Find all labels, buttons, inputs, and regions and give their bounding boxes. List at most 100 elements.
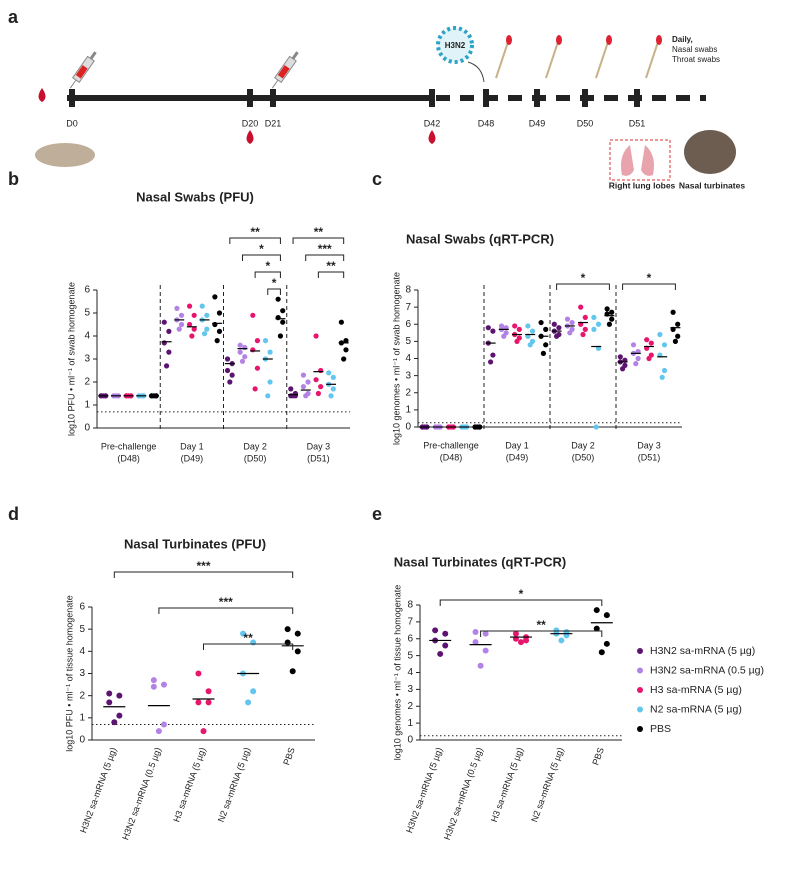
data-point: [288, 386, 294, 392]
x-tick-label: (D51): [638, 452, 661, 462]
data-point: [543, 342, 549, 348]
y-tick-label: 6: [407, 633, 413, 644]
y-tick-label: 4: [79, 646, 85, 657]
blood-drop: [38, 88, 46, 102]
data-point: [201, 331, 208, 337]
data-point: [490, 328, 496, 334]
data-point: [191, 326, 197, 332]
day-tick: [429, 89, 435, 107]
data-point: [250, 312, 256, 318]
x-tick-label: (D49): [506, 452, 529, 462]
data-point: [214, 338, 220, 344]
syringe: [69, 51, 97, 89]
data-point: [106, 690, 113, 697]
x-tick-label: H3N2 sa-mRNA (5 µg): [78, 746, 118, 834]
data-point: [609, 309, 615, 315]
panel-letter: d: [8, 504, 19, 524]
day-label: D50: [577, 118, 594, 128]
day-tick: [582, 89, 588, 107]
significance-bracket: [267, 288, 281, 295]
data-point: [442, 630, 449, 637]
data-point: [338, 319, 344, 325]
note: Nasal swabs: [672, 45, 717, 54]
data-point: [593, 424, 599, 430]
data-point: [163, 363, 170, 369]
data-point: [262, 338, 269, 344]
x-tick-label: H3 sa-mRNA (5 µg): [171, 746, 207, 823]
x-tick-label: N2 sa-mRNA (5 µg): [216, 746, 252, 823]
data-point: [580, 331, 586, 338]
data-point: [267, 379, 273, 385]
y-tick-label: 5: [84, 308, 90, 319]
day-tick: [270, 89, 276, 107]
significance-label: *: [272, 276, 277, 290]
data-point: [239, 358, 246, 364]
data-point: [556, 325, 562, 331]
day-label: D42: [424, 118, 441, 128]
data-point: [620, 366, 626, 372]
data-point: [212, 321, 218, 328]
y-tick-label: 4: [405, 353, 411, 364]
data-point: [300, 372, 307, 378]
data-point: [189, 333, 195, 339]
data-point: [250, 347, 256, 353]
data-point: [482, 647, 489, 654]
data-point: [659, 374, 665, 380]
data-point: [330, 386, 336, 392]
data-point: [240, 630, 247, 637]
y-tick-label: 0: [79, 735, 85, 746]
x-tick-label: Day 3: [307, 441, 331, 451]
data-point: [595, 321, 602, 327]
data-point: [606, 321, 613, 327]
data-point: [212, 294, 218, 300]
data-point: [593, 607, 600, 614]
y-tick-label: 5: [407, 650, 413, 661]
legend-marker: [637, 706, 643, 713]
data-point: [224, 356, 231, 362]
x-tick-label: (D48): [117, 453, 140, 463]
data-point: [343, 347, 349, 353]
significance-label: *: [259, 242, 264, 256]
x-tick-label: H3N2 sa-mRNA (0.5 µg): [120, 746, 163, 841]
data-point: [516, 326, 522, 332]
data-point: [204, 326, 210, 332]
data-point: [633, 361, 639, 367]
legend-label: H3N2 sa-mRNA (0.5 µg): [650, 664, 764, 676]
data-point: [661, 367, 668, 374]
data-point: [598, 649, 605, 656]
data-point: [593, 625, 600, 632]
data-point: [442, 642, 449, 649]
day-tick: [69, 89, 75, 107]
y-tick-label: 8: [407, 600, 413, 611]
legend-label: PBS: [650, 723, 671, 735]
data-point: [174, 305, 180, 311]
y-axis-label: log10 genomes • ml⁻¹ of tissue homogenat…: [392, 585, 402, 761]
syringe: [271, 51, 299, 89]
y-tick-label: 0: [407, 735, 413, 746]
significance-bracket: [254, 271, 281, 278]
significance-bracket: [229, 237, 281, 244]
timeline-art: [35, 26, 736, 181]
significance-label: **: [250, 225, 260, 239]
data-point: [275, 296, 281, 302]
data-point: [512, 323, 518, 329]
x-tick-label: H3 sa-mRNA (5 µg): [489, 746, 525, 823]
data-point: [161, 340, 167, 346]
data-point: [472, 639, 479, 646]
data-point: [254, 338, 261, 344]
data-point: [242, 354, 248, 360]
data-point: [160, 681, 167, 688]
data-point: [525, 323, 531, 329]
chart-title: Nasal Swabs (PFU): [136, 189, 254, 204]
data-point: [284, 626, 291, 633]
data-point: [237, 349, 243, 355]
significance-label: *: [265, 259, 270, 273]
day-label: D0: [66, 118, 78, 128]
data-point: [582, 326, 588, 332]
legend-label: H3 sa-mRNA (5 µg): [650, 684, 742, 696]
data-point: [250, 688, 257, 695]
y-tick-label: 2: [79, 690, 85, 701]
data-point: [482, 630, 489, 637]
data-point: [567, 330, 573, 336]
